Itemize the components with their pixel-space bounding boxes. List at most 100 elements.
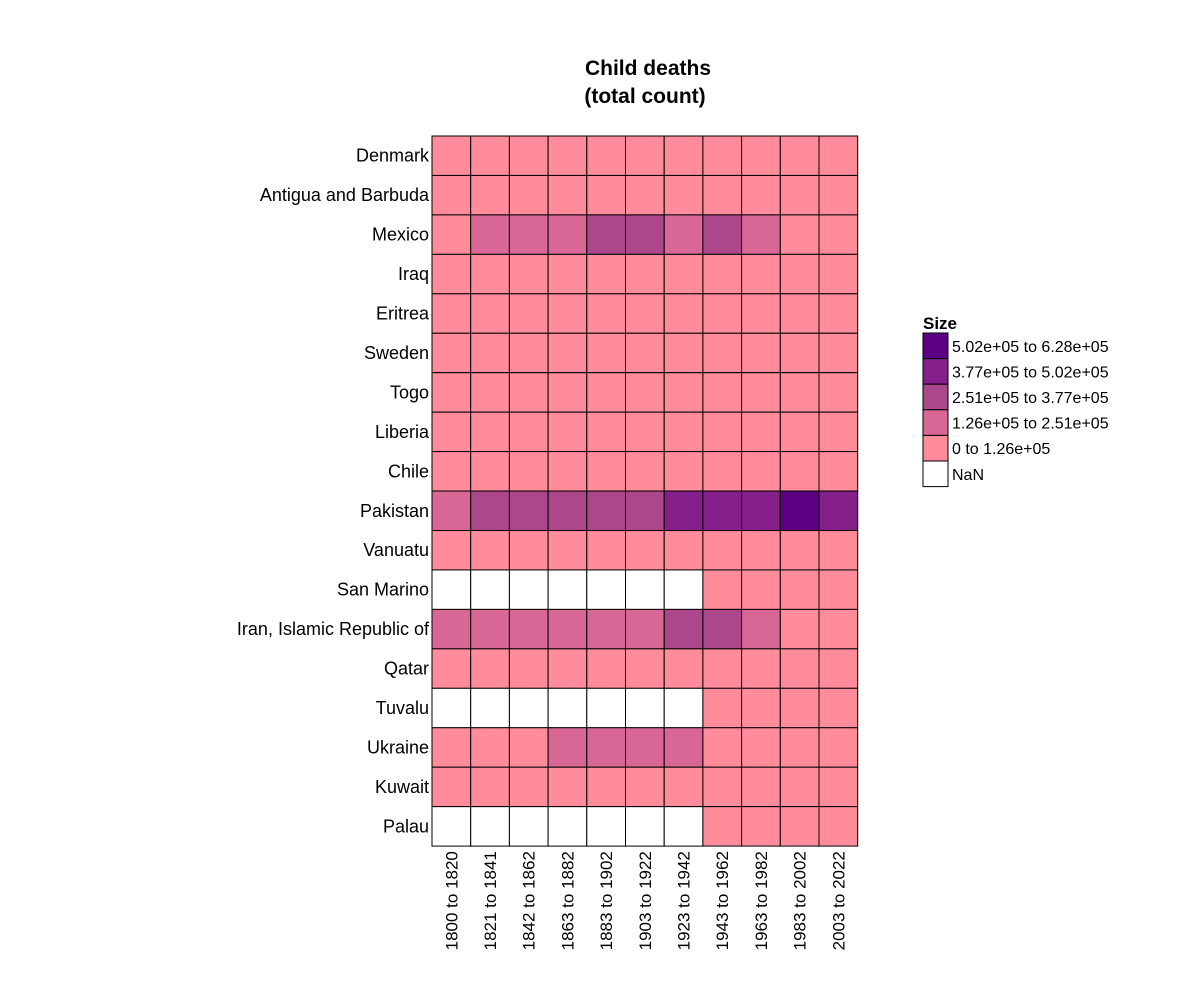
legend-label: 5.02e+05 to 6.28e+05 xyxy=(952,339,1109,356)
heatmap-cell xyxy=(779,569,820,610)
heatmap-cell xyxy=(431,687,472,729)
heatmap-cell xyxy=(702,806,743,847)
heatmap-cell xyxy=(470,411,510,453)
heatmap-cell xyxy=(508,332,549,374)
heatmap-cell xyxy=(818,293,859,334)
heatmap-cell xyxy=(741,766,781,808)
heatmap-cell xyxy=(547,293,588,334)
heatmap-cell xyxy=(586,648,626,689)
heatmap-cell xyxy=(625,490,665,531)
heatmap-cell xyxy=(741,530,781,571)
heatmap-cell xyxy=(779,530,820,571)
heatmap-cell xyxy=(431,648,472,689)
row-label: Ukraine xyxy=(367,737,429,757)
heatmap-cell xyxy=(702,135,743,176)
heatmap-cell xyxy=(741,451,781,492)
heatmap-cell xyxy=(818,608,859,650)
heatmap-cell xyxy=(625,332,665,374)
column-label: 1963 to 1982 xyxy=(752,851,771,950)
heatmap-cell xyxy=(431,253,472,295)
heatmap-cell xyxy=(702,293,743,334)
chart-title-line-2: (total count) xyxy=(584,85,705,108)
heatmap-cell xyxy=(741,608,781,650)
heatmap-cells xyxy=(431,135,859,847)
column-label: 1943 to 1962 xyxy=(713,851,732,950)
heatmap-cell xyxy=(586,687,626,729)
heatmap-cell xyxy=(470,214,510,255)
legend-swatch xyxy=(922,358,949,385)
heatmap-cell xyxy=(586,451,626,492)
legend-label: 1.26e+05 to 2.51e+05 xyxy=(952,416,1109,433)
heatmap-cell xyxy=(470,253,510,295)
heatmap-cell xyxy=(470,766,510,808)
heatmap-cell xyxy=(741,648,781,689)
heatmap-cell xyxy=(547,648,588,689)
column-label: 1883 to 1902 xyxy=(597,851,616,950)
heatmap-cell xyxy=(547,135,588,176)
heatmap-cell xyxy=(586,411,626,453)
heatmap-cell xyxy=(741,569,781,610)
column-label: 1903 to 1922 xyxy=(636,851,655,950)
heatmap-cell xyxy=(625,648,665,689)
legend-label: 3.77e+05 to 5.02e+05 xyxy=(952,364,1109,381)
heatmap-cell xyxy=(625,530,665,571)
row-label: Liberia xyxy=(375,422,430,442)
heatmap-cell xyxy=(702,490,743,531)
heatmap-cell xyxy=(586,608,626,650)
heatmap-cell xyxy=(779,490,820,531)
row-label: Kuwait xyxy=(375,777,429,797)
heatmap-cell xyxy=(547,332,588,374)
heatmap-cell xyxy=(586,332,626,374)
heatmap-cell xyxy=(663,372,704,413)
column-label: 2003 to 2022 xyxy=(829,851,848,950)
row-label: Sweden xyxy=(364,343,429,363)
heatmap-cell xyxy=(818,687,859,729)
row-label: Antigua and Barbuda xyxy=(260,185,430,205)
heatmap-cell xyxy=(779,411,820,453)
row-label: Chile xyxy=(388,461,429,481)
heatmap-cell xyxy=(779,174,820,216)
heatmap-cell xyxy=(741,411,781,453)
heatmap-cell xyxy=(741,687,781,729)
heatmap-cell xyxy=(470,569,510,610)
heatmap-cell xyxy=(586,174,626,216)
heatmap-cell xyxy=(818,332,859,374)
legend-swatch xyxy=(922,434,949,462)
heatmap-cell xyxy=(663,569,704,610)
heatmap-cell xyxy=(663,608,704,650)
heatmap-cell xyxy=(547,530,588,571)
heatmap-cell xyxy=(586,372,626,413)
heatmap-cell xyxy=(625,608,665,650)
heatmap-cell xyxy=(625,451,665,492)
heatmap-cell xyxy=(470,806,510,847)
heatmap-cell xyxy=(508,214,549,255)
heatmap-cell xyxy=(663,411,704,453)
heatmap-cell xyxy=(663,174,704,216)
heatmap-cell xyxy=(625,174,665,216)
heatmap-cell xyxy=(818,214,859,255)
heatmap-cell xyxy=(702,608,743,650)
heatmap-cell xyxy=(702,687,743,729)
heatmap-cell xyxy=(779,293,820,334)
heatmap-cell xyxy=(547,174,588,216)
heatmap-cell xyxy=(431,569,472,610)
heatmap-cell xyxy=(663,727,704,768)
heatmap-cell xyxy=(625,687,665,729)
heatmap-cell xyxy=(586,490,626,531)
heatmap-cell xyxy=(663,766,704,808)
heatmap-cell xyxy=(779,687,820,729)
heatmap-cell xyxy=(508,569,549,610)
heatmap-cell xyxy=(470,174,510,216)
heatmap-cell xyxy=(663,293,704,334)
heatmap-cell xyxy=(741,372,781,413)
heatmap-cell xyxy=(741,214,781,255)
heatmap-cell xyxy=(818,135,859,176)
heatmap-cell xyxy=(431,727,472,768)
heatmap-cell xyxy=(741,174,781,216)
legend-label: 0 to 1.26e+05 xyxy=(952,441,1050,458)
row-label: Eritrea xyxy=(376,304,430,324)
heatmap-cell xyxy=(547,687,588,729)
row-label: Palau xyxy=(383,816,429,836)
heatmap-cell xyxy=(508,372,549,413)
row-label: Iran, Islamic Republic of xyxy=(237,619,430,639)
